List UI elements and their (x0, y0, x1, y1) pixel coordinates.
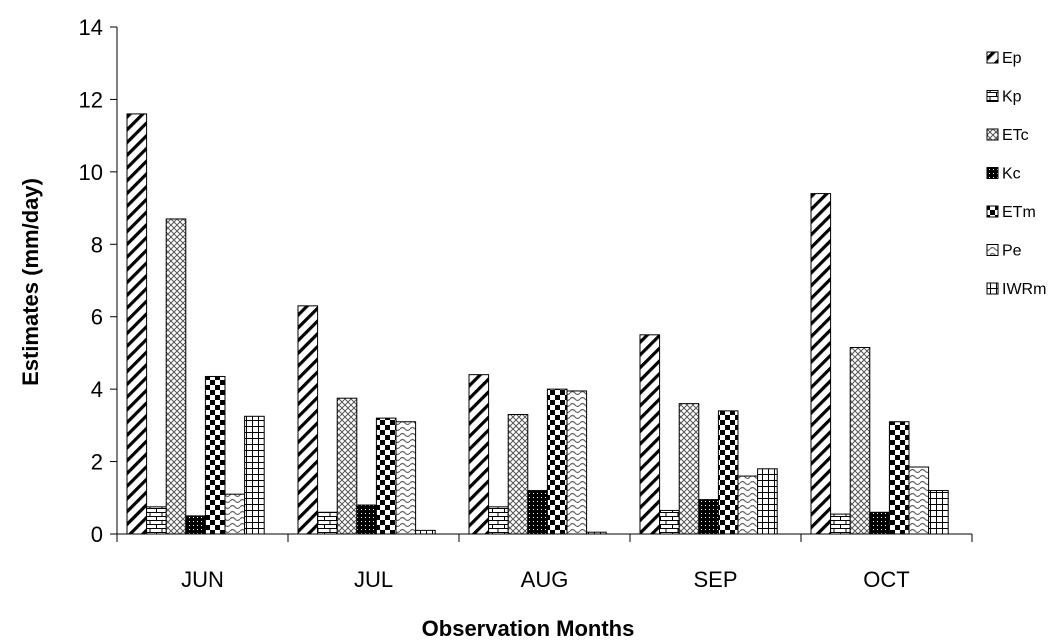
bar-etm-jun (204, 375, 226, 535)
bar-etm-aug (546, 388, 568, 535)
bar-etc-sep (678, 403, 700, 535)
y-axis-title: Estimates (mm/day) (18, 178, 43, 386)
x-tick-label: JUN (181, 567, 224, 592)
x-tick-label: AUG (521, 567, 569, 592)
bar-kc-jul (356, 504, 377, 535)
legend-swatch-etm (986, 205, 999, 218)
legend-swatch-ep (986, 51, 999, 64)
legend-label-etm: ETm (1002, 204, 1036, 221)
bar-etm-sep (717, 410, 739, 535)
bar-kp-jun (146, 506, 167, 535)
bar-pe-aug (566, 390, 588, 535)
bar-iwrm-jul (415, 529, 436, 535)
bar-kc-jun (185, 515, 206, 535)
legend-label-pe: Pe (1002, 243, 1022, 260)
y-tick-label: 0 (91, 522, 103, 547)
legend-swatch-kp (986, 90, 999, 102)
y-tick-label: 12 (79, 87, 103, 112)
bar-ep-jul (297, 305, 319, 535)
bar-etc-jun (165, 218, 187, 535)
bar-ep-oct (810, 193, 832, 535)
bar-kp-oct (830, 513, 851, 535)
bar-etm-oct (888, 421, 910, 535)
y-tick-label: 4 (91, 377, 103, 402)
x-axis-title: Observation Months (422, 616, 635, 641)
y-tick-label: 8 (91, 232, 103, 257)
bar-kp-sep (659, 509, 680, 535)
bar-iwrm-oct (928, 490, 949, 535)
bar-pe-sep (737, 475, 759, 535)
bar-pe-jun (224, 493, 246, 535)
bar-etm-jul (375, 417, 397, 535)
bar-kp-jul (317, 511, 338, 535)
legend-swatch-iwrm (986, 282, 999, 295)
y-tick-label: 14 (79, 15, 103, 40)
legend-label-kp: Kp (1002, 89, 1022, 106)
y-tick-label: 10 (79, 160, 103, 185)
bar-etc-aug (507, 413, 529, 535)
legend-label-kc: Kc (1002, 166, 1021, 183)
legend-label-ep: Ep (1002, 50, 1022, 67)
bar-kc-aug (527, 490, 548, 535)
bar-etc-oct (849, 347, 871, 535)
bar-ep-jun (126, 113, 148, 535)
bar-pe-jul (395, 421, 417, 535)
bars-group (126, 113, 949, 535)
bar-etc-jul (336, 397, 358, 535)
bar-kp-aug (488, 506, 509, 535)
y-tick-label: 2 (91, 450, 103, 475)
legend-swatch-kc (986, 167, 999, 179)
legend-label-etc: ETc (1002, 127, 1029, 144)
x-tick-label: OCT (863, 567, 909, 592)
legend-swatch-etc (986, 128, 999, 141)
bar-kc-oct (869, 511, 890, 535)
bar-iwrm-sep (757, 468, 778, 535)
bar-iwrm-jun (244, 415, 265, 535)
bar-kc-sep (698, 499, 719, 535)
y-tick-label: 6 (91, 305, 103, 330)
bar-pe-oct (908, 466, 930, 535)
bar-ep-sep (639, 334, 661, 535)
legend-swatch-pe (986, 244, 999, 256)
axes-group: 0 2 4 6 8 10 12 14 JUN JUL AUG SEP OCT (79, 15, 973, 592)
x-tick-label: JUL (354, 567, 393, 592)
legend: Ep Kp ETc Kc ETm Pe IWRm (986, 50, 1046, 298)
legend-label-iwrm: IWRm (1002, 281, 1046, 298)
x-tick-label: SEP (693, 567, 737, 592)
bar-ep-aug (468, 374, 490, 535)
